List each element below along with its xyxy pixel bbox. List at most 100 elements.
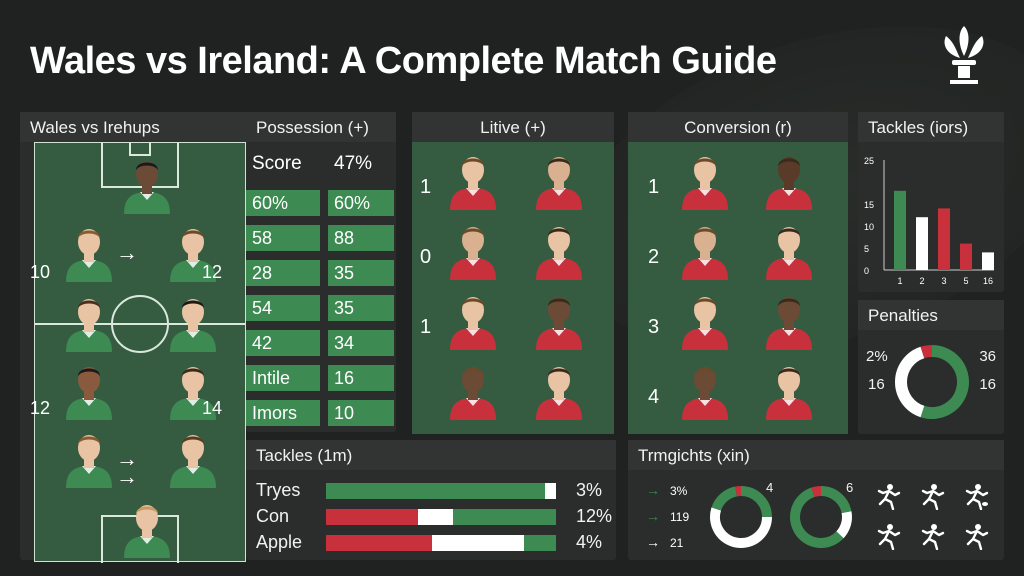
possession-left-value: Imors <box>246 400 320 426</box>
tackles-bar-pct: 4% <box>576 532 603 552</box>
possession-row: 60% 60% <box>246 190 396 216</box>
x-tick-label: 2 <box>919 276 924 286</box>
player-number: 12 <box>202 262 223 282</box>
penalties-left-bottom: 16 <box>868 376 885 393</box>
possession-header: Possession (+) <box>246 112 396 142</box>
player-avatar-icon <box>678 288 732 350</box>
bar <box>916 217 928 270</box>
tackles-bar-segment <box>452 509 556 525</box>
player-avatar-icon <box>62 426 116 488</box>
tackles-bar <box>326 483 556 499</box>
donut-1-label: 4 <box>766 480 774 495</box>
tackles-bars-panel: Tackles (1m) Tryes 3% Con 12% Apple 4% <box>246 440 616 560</box>
player-avatar-icon <box>446 288 500 350</box>
possession-left-value: 42 <box>246 330 320 356</box>
penalties-donut-chart <box>895 345 969 419</box>
donut-segment <box>811 486 822 498</box>
tackles-bar-segment <box>326 509 418 525</box>
tackles-chart-panel: Tackles (iors) 25 15 10 5 0 1 2 3 5 16 <box>858 112 1004 292</box>
possession-right-value: 60% <box>328 190 394 216</box>
donut-segment <box>740 486 772 518</box>
penalties-left-top: 2% <box>866 348 888 365</box>
possession-panel: Possession (+) Score 47% 60% 60% 58 88 28 35 5… <box>246 112 396 432</box>
tackles-bar-segment <box>326 535 432 551</box>
arrow-right-icon: → <box>116 464 138 489</box>
penalties-right-top: 36 <box>979 348 996 365</box>
tackles-bar-pct: 12% <box>576 506 613 526</box>
player-avatar-icon <box>120 496 174 558</box>
x-tick-label: 3 <box>941 276 946 286</box>
top-penalty-box <box>101 142 179 188</box>
y-tick-label: 25 <box>864 156 874 166</box>
tackles-bar-pct: 3% <box>576 480 603 500</box>
y-tick-label: 15 <box>864 200 874 210</box>
tramgichts-header: Trmgichts (xin) <box>628 440 1004 470</box>
conversion-panel: Conversion (r) 1 2 3 4 <box>628 112 848 434</box>
tackles-bars-header: Tackles (1m) <box>246 440 616 470</box>
lineups-panel: Wales vs Irehups 10 12 12 14 → → → <box>20 112 246 563</box>
possession-left-value: 28 <box>246 260 320 286</box>
row-number: 1 <box>648 176 660 198</box>
y-tick-label: 0 <box>864 266 869 276</box>
player-avatar-icon <box>678 218 732 280</box>
player-avatar-icon <box>762 148 816 210</box>
player-number: 12 <box>30 398 51 418</box>
arrow-right-icon: → <box>646 534 660 550</box>
possession-left-value: Intile <box>246 365 320 391</box>
x-tick-label: 16 <box>983 276 993 286</box>
y-tick-label: 5 <box>864 244 869 254</box>
live-header: Litive (+) <box>412 112 614 142</box>
possession-row: 54 35 <box>246 295 396 321</box>
conversion-card-area <box>628 142 848 434</box>
bar <box>960 243 972 270</box>
player-avatar-icon <box>762 218 816 280</box>
live-lineup-panel: Litive (+) 1 0 1 <box>412 112 614 434</box>
possession-right-value: 10 <box>328 400 394 426</box>
prince-of-wales-feathers-logo-icon <box>944 26 984 84</box>
bar <box>938 208 950 270</box>
player-avatar-icon <box>762 358 816 420</box>
possession-row: 28 35 <box>246 260 396 286</box>
player-avatar-icon <box>446 218 500 280</box>
score-row: Score 47% <box>246 150 396 176</box>
possession-right-value: 34 <box>328 330 394 356</box>
row-number: 2 <box>648 246 660 268</box>
running-player-icon <box>918 522 946 551</box>
bar <box>894 190 906 270</box>
tackles-bar-segment <box>544 483 556 499</box>
player-avatar-icon <box>762 288 816 350</box>
arrow-right-icon: → <box>116 446 138 471</box>
donut-segment <box>711 486 738 511</box>
tackles-bar-label: Tryes <box>256 480 301 500</box>
centre-circle <box>111 295 169 353</box>
player-avatar-icon <box>120 152 174 214</box>
live-card-area <box>412 142 614 434</box>
player-avatar-icon <box>678 148 732 210</box>
donut-segment <box>920 345 933 359</box>
row-number: 4 <box>648 386 660 408</box>
donut-segment <box>836 511 852 539</box>
tackles-bar-segment <box>431 535 524 551</box>
x-tick-label: 1 <box>897 276 902 286</box>
conversion-header: Conversion (r) <box>628 112 848 142</box>
possession-row: 58 88 <box>246 225 396 251</box>
x-tick-label: 5 <box>963 276 968 286</box>
player-avatar-icon <box>166 220 220 282</box>
player-avatar-icon <box>678 358 732 420</box>
row-number: 0 <box>420 246 432 268</box>
arrow-right-icon: → <box>646 508 660 524</box>
donut-segment <box>710 507 772 548</box>
tramgichts-donut-1 <box>710 486 772 548</box>
tackles-bar-chart: 25 15 10 5 0 1 2 3 5 16 <box>864 156 994 286</box>
player-avatar-icon <box>532 358 586 420</box>
donut-segment <box>920 345 969 419</box>
player-avatar-icon <box>62 358 116 420</box>
player-avatar-icon <box>532 148 586 210</box>
tackles-bar-segment <box>418 509 453 525</box>
tramgichts-value: 3% <box>670 484 688 498</box>
player-avatar-icon <box>166 358 220 420</box>
tackles-bar-segment <box>326 483 545 499</box>
diving-player-icon <box>962 522 990 551</box>
possession-left-value: 54 <box>246 295 320 321</box>
arrow-right-icon: → <box>116 240 138 265</box>
